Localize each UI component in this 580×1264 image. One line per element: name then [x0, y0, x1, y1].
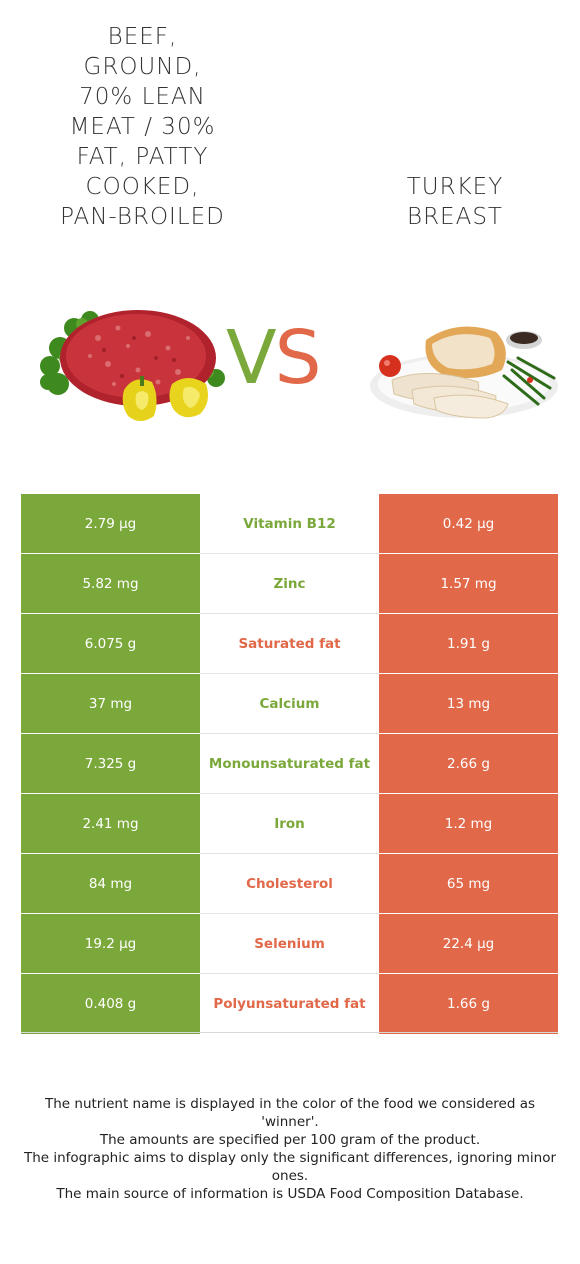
vs-v-letter: V: [226, 315, 277, 401]
table-row: 0.408 g Polyunsaturated fat 1.66 g: [21, 974, 558, 1034]
table-row: 7.325 g Monounsaturated fat 2.66 g: [21, 734, 558, 794]
left-food-value: 2.79 µg: [21, 494, 200, 554]
footer-line-amounts: The amounts are specified per 100 gram o…: [99, 1132, 481, 1148]
right-food-value: 22.4 µg: [379, 914, 558, 974]
footer-line-source: The main source of information is USDA F…: [56, 1186, 524, 1202]
right-food-title: Turkey breast: [406, 174, 504, 230]
footer-line-winner-color: The nutrient name is displayed in the co…: [44, 1096, 536, 1130]
left-food-title: Beef, ground, 70% lean meat / 30% fat, p…: [60, 24, 225, 230]
table-row: 37 mg Calcium 13 mg: [21, 674, 558, 734]
left-food-value: 19.2 µg: [21, 914, 200, 974]
left-food-value: 7.325 g: [21, 734, 200, 794]
right-food-value: 1.2 mg: [379, 794, 558, 854]
footer-line-significant-differences: The infographic aims to display only the…: [23, 1150, 557, 1184]
nutrient-name: Polyunsaturated fat: [200, 974, 379, 1034]
left-food-value: 6.075 g: [21, 614, 200, 674]
table-row: 5.82 mg Zinc 1.57 mg: [21, 554, 558, 614]
vs-s-letter: S: [274, 315, 322, 401]
right-food-value: 13 mg: [379, 674, 558, 734]
nutrient-name: Monounsaturated fat: [200, 734, 379, 794]
nutrient-name: Vitamin B12: [200, 494, 379, 554]
table-row: 2.41 mg Iron 1.2 mg: [21, 794, 558, 854]
right-food-value: 1.57 mg: [379, 554, 558, 614]
sliced-turkey-plate-icon: [370, 326, 558, 419]
left-food-value: 84 mg: [21, 854, 200, 914]
right-food-value: 1.66 g: [379, 974, 558, 1034]
nutrient-name: Calcium: [200, 674, 379, 734]
nutrient-name: Selenium: [200, 914, 379, 974]
table-row: 6.075 g Saturated fat 1.91 g: [21, 614, 558, 674]
footer-notes: The nutrient name is displayed in the co…: [18, 1095, 562, 1203]
nutrient-name: Cholesterol: [200, 854, 379, 914]
table-bottom-line: [21, 1032, 558, 1033]
table-row: 19.2 µg Selenium 22.4 µg: [21, 914, 558, 974]
nutrient-name: Saturated fat: [200, 614, 379, 674]
left-food-value: 2.41 mg: [21, 794, 200, 854]
nutrient-name: Zinc: [200, 554, 379, 614]
vs-label: VS: [226, 315, 322, 401]
right-food-value: 0.42 µg: [379, 494, 558, 554]
left-food-value: 5.82 mg: [21, 554, 200, 614]
left-food-value: 37 mg: [21, 674, 200, 734]
table-row: 2.79 µg Vitamin B12 0.42 µg: [21, 494, 558, 554]
right-food-value: 65 mg: [379, 854, 558, 914]
right-food-value: 2.66 g: [379, 734, 558, 794]
right-food-value: 1.91 g: [379, 614, 558, 674]
nutrient-comparison-table: 2.79 µg Vitamin B12 0.42 µg 5.82 mg Zinc 1.57…: [21, 494, 558, 1034]
table-row: 84 mg Cholesterol 65 mg: [21, 854, 558, 914]
nutrient-name: Iron: [200, 794, 379, 854]
left-food-value: 0.408 g: [21, 974, 200, 1034]
ground-beef-with-peppers-icon: [40, 310, 225, 421]
